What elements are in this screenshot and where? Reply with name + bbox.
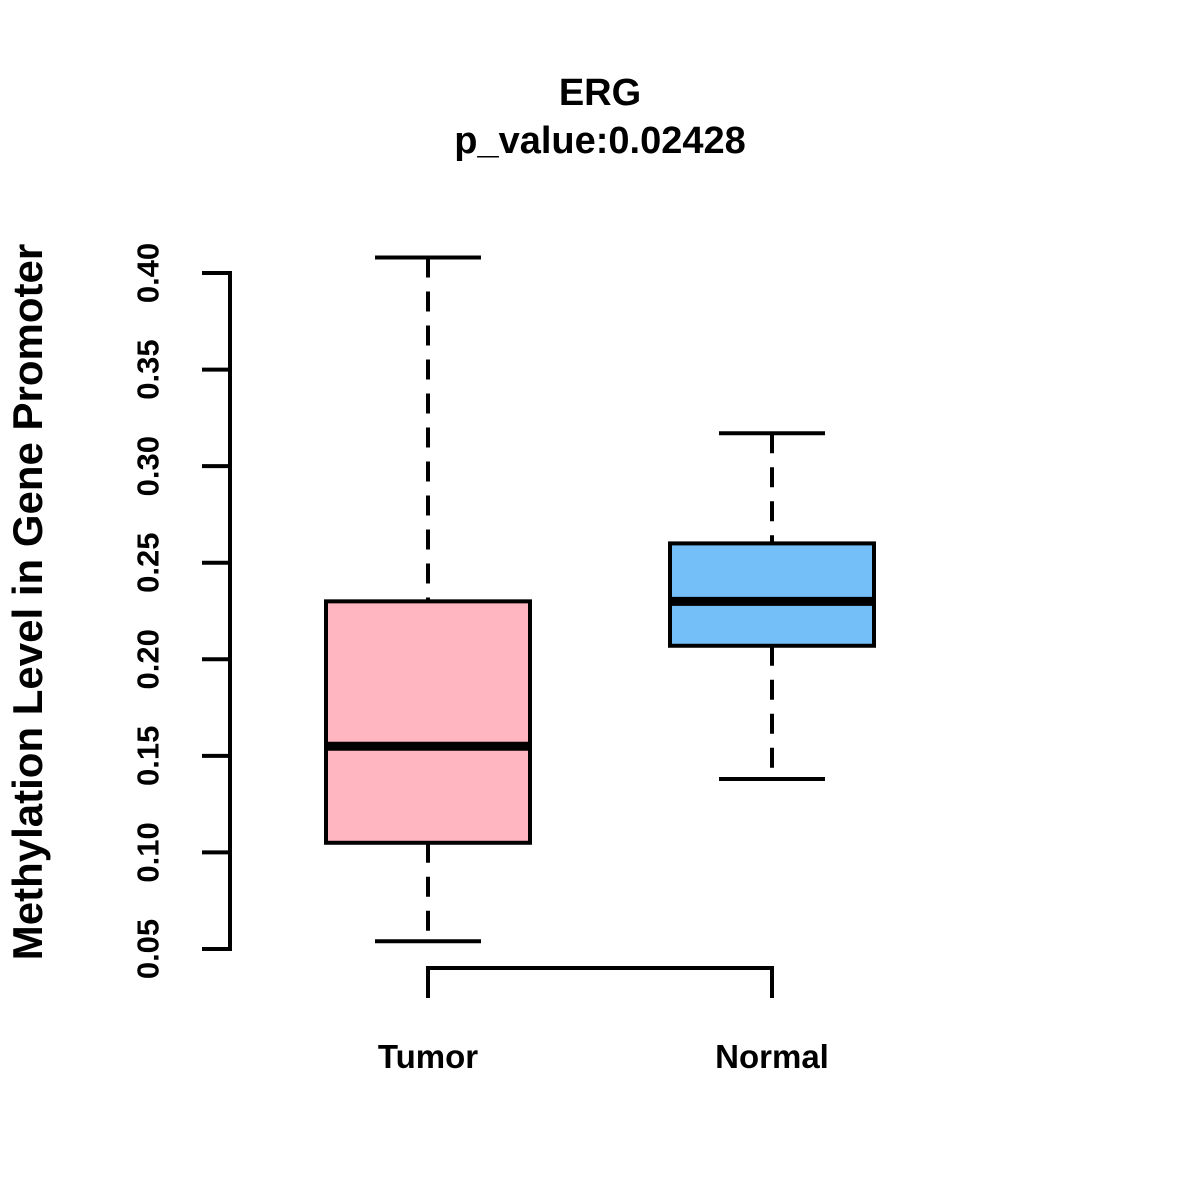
- y-axis-tick-label: 0.35: [131, 339, 166, 399]
- chart-title: ERG: [558, 72, 642, 114]
- x-axis-line: [426, 966, 774, 998]
- y-axis-tick-label: 0.10: [131, 822, 166, 882]
- y-axis-tick-label: 0.40: [131, 243, 166, 303]
- y-axis-tick-label: 0.15: [131, 726, 166, 786]
- y-axis-tick-label: 0.25: [131, 533, 166, 593]
- chart-subtitle-pvalue: p_value:0.02428: [454, 119, 746, 162]
- chart-title-block: ERG p_value:0.02428: [230, 70, 970, 165]
- normal-box: [668, 541, 876, 648]
- y-axis-tick-label: 0.20: [131, 629, 166, 689]
- tumor-box: [324, 599, 532, 845]
- x-axis-label-normal: Normal: [715, 1038, 829, 1075]
- x-axis-label-tumor: Tumor: [378, 1038, 478, 1075]
- y-axis-tick-label: 0.05: [131, 919, 166, 979]
- y-axis-tick-label: 0.30: [131, 436, 166, 496]
